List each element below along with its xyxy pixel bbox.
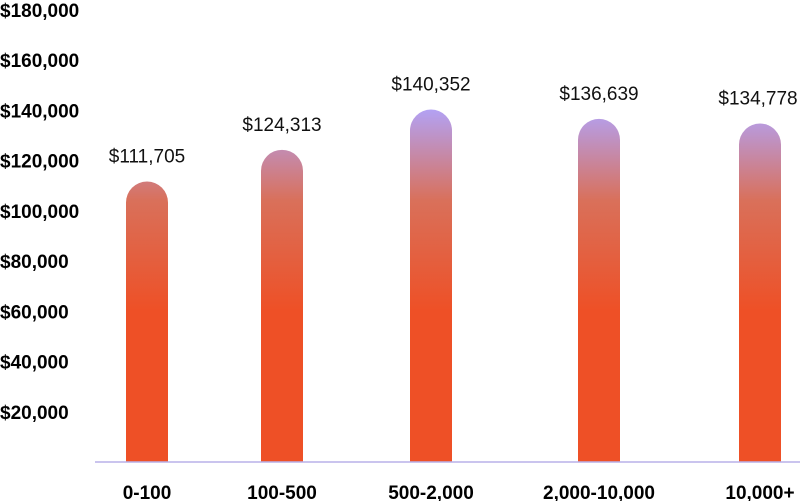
y-tick-label: $140,000 [0,101,79,122]
y-tick-label: $180,000 [0,1,79,22]
bar-value-label: $111,705 [109,146,185,167]
x-tick-label: 100-500 [247,483,317,501]
bar-value-label: $136,639 [559,84,638,105]
bar [126,181,168,462]
bar-value-label: $134,778 [718,89,797,110]
bar [578,118,620,462]
bar-value-label: $124,313 [242,115,321,136]
bar-value-label: $140,352 [391,75,470,96]
x-tick-label: 500-2,000 [388,483,474,501]
y-tick-label: $160,000 [0,51,79,72]
x-axis-tick-labels: 0-100 100-500 500-2,000 2,000-10,000 10,000+ [123,483,795,501]
bars-group [126,109,781,462]
y-tick-label: $100,000 [0,202,79,223]
bar [410,109,452,462]
y-tick-label: $20,000 [0,403,69,424]
y-axis-tick-labels: $20,000 $40,000 $60,000 $80,000 $100,000 $120… [0,1,79,424]
y-tick-label: $80,000 [0,252,69,273]
y-tick-label: $60,000 [0,302,69,323]
y-tick-label: $40,000 [0,353,69,374]
data-labels-group: $111,705 $124,313 $140,352 $136,639 $134,778 [109,75,798,168]
x-tick-label: 10,000+ [725,483,794,501]
x-tick-label: 0-100 [123,483,172,501]
bar [261,149,303,462]
bar [739,123,781,462]
y-tick-label: $120,000 [0,152,79,173]
x-tick-label: 2,000-10,000 [543,483,655,501]
